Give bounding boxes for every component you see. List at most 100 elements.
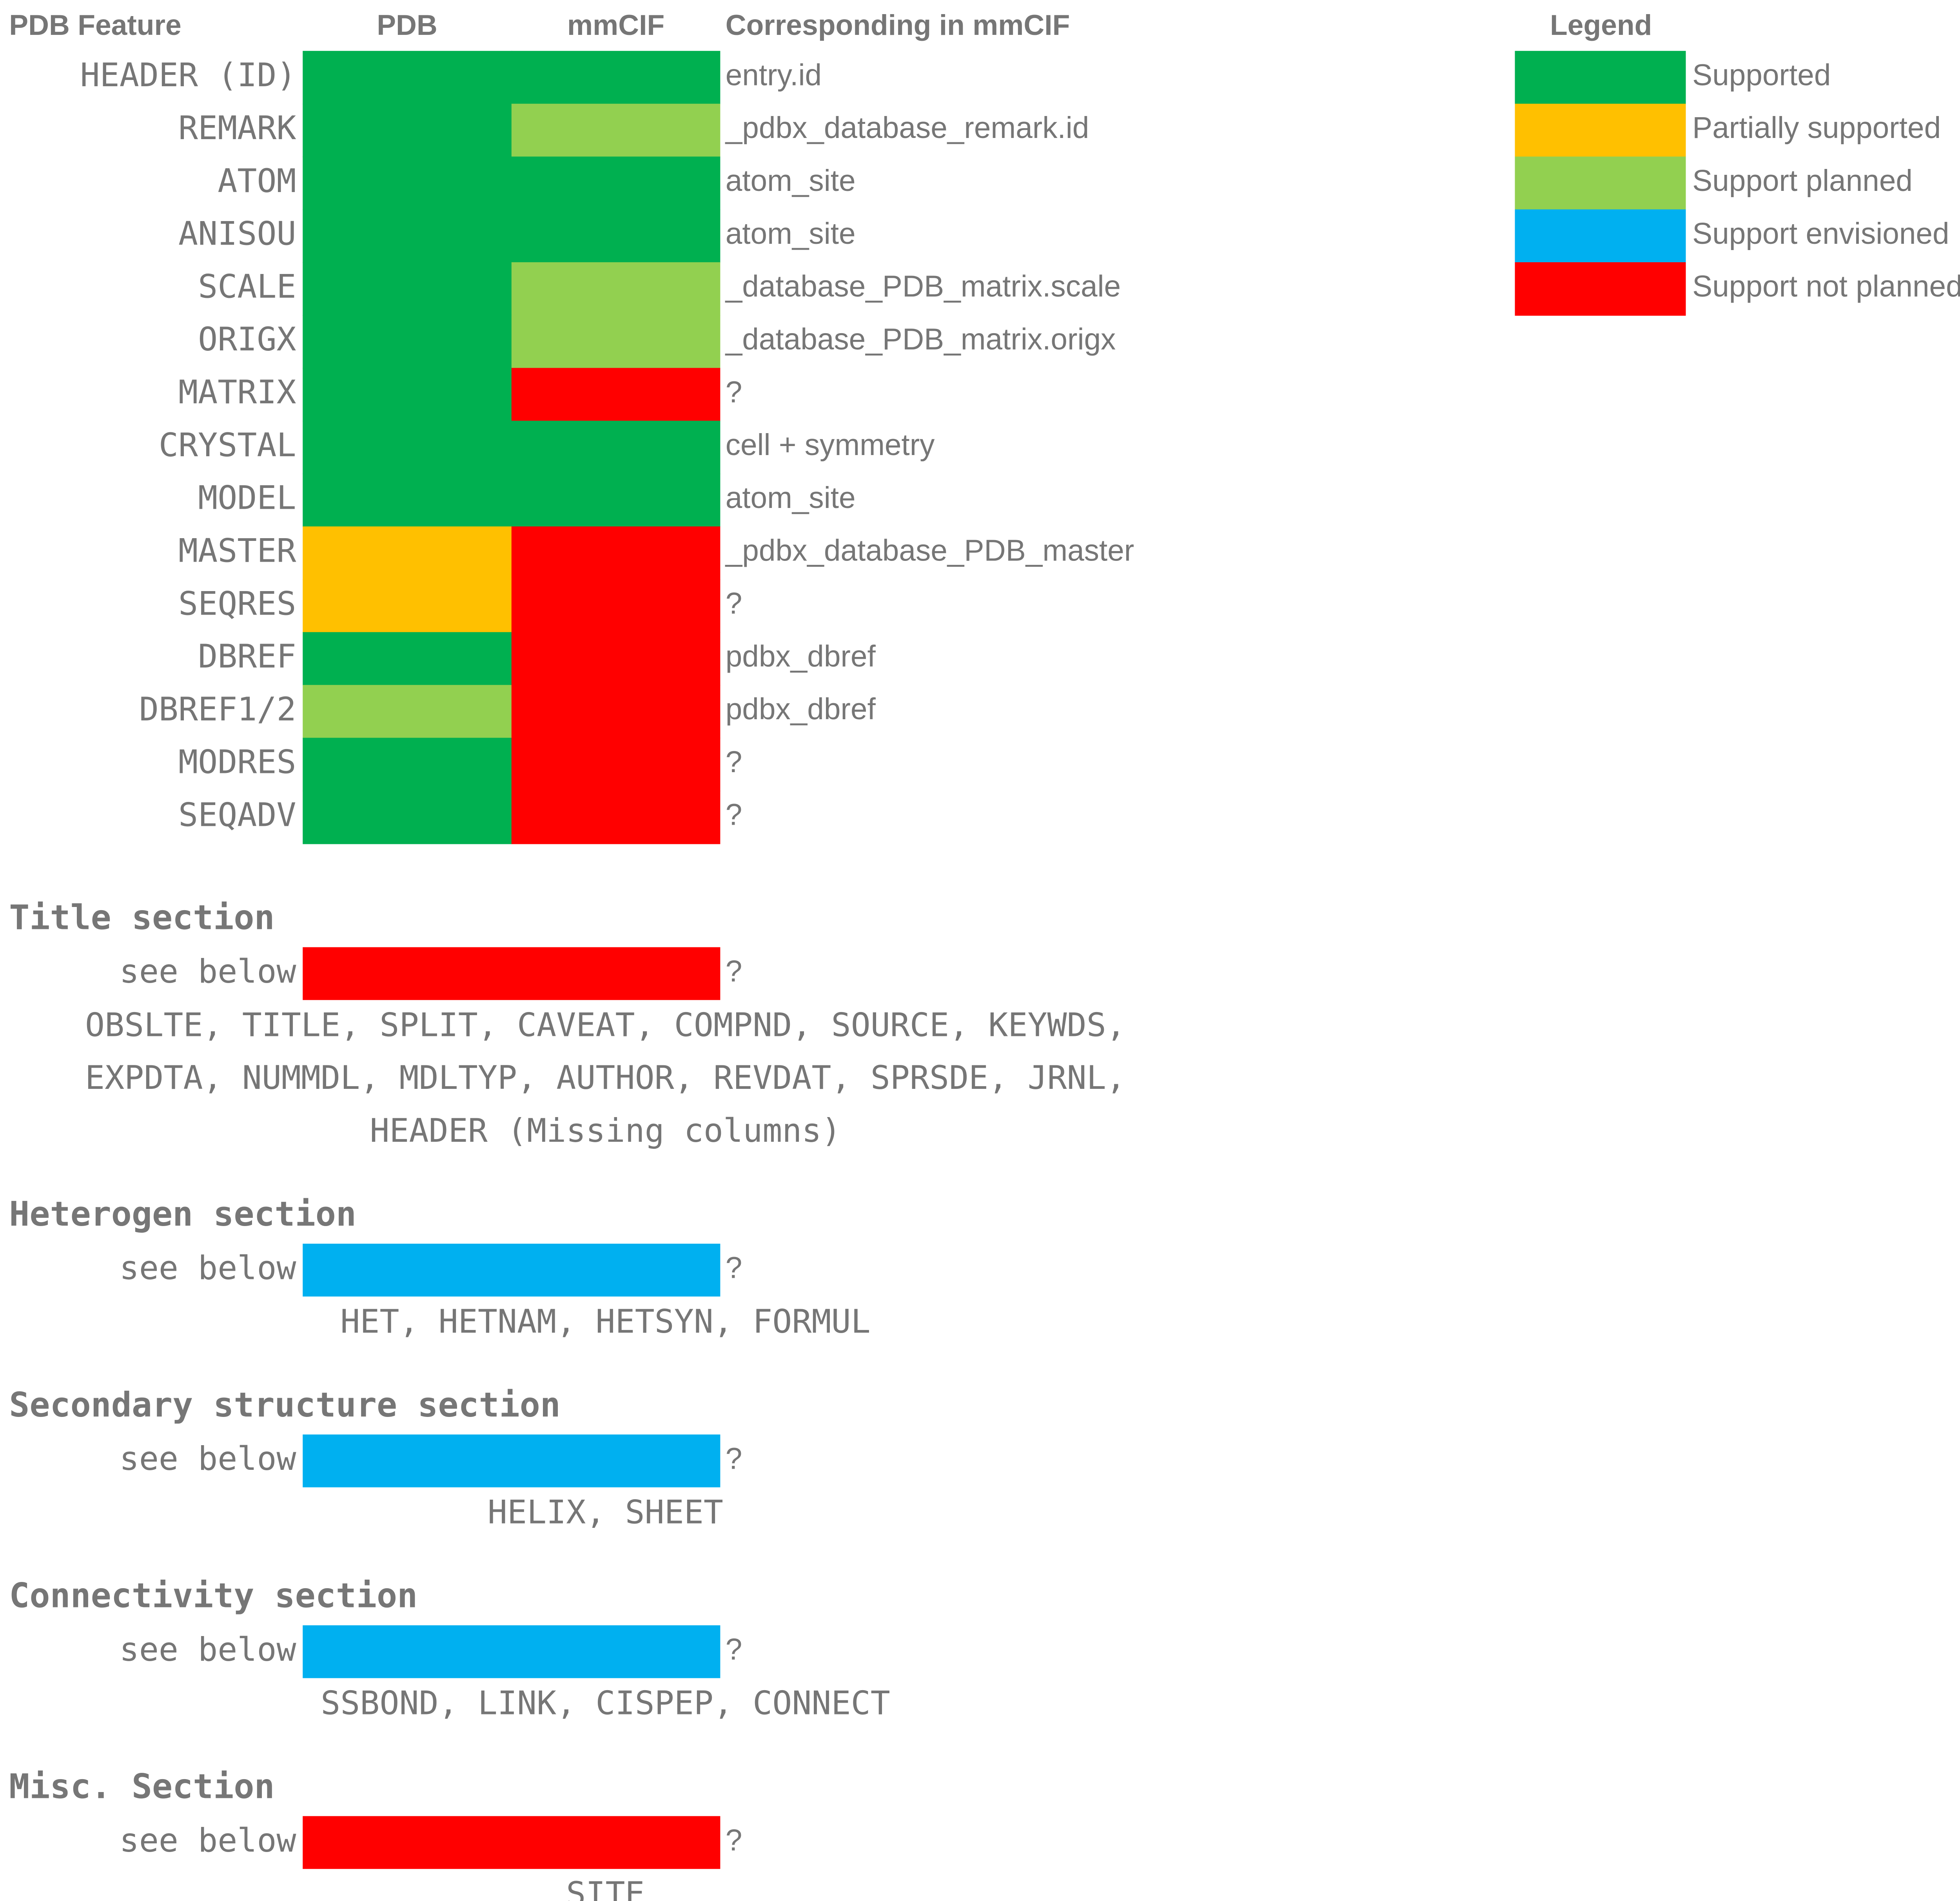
pdb-cell [303, 209, 512, 263]
corresponding-label: ? [726, 587, 742, 620]
mmcif-cell [511, 473, 720, 527]
pdb-cell [303, 685, 512, 738]
pdb-cell [303, 156, 512, 210]
corresponding-label: entry.id [726, 58, 822, 92]
mmcif-cell [511, 421, 720, 474]
feature-label: see below [120, 1821, 297, 1859]
corresponding-label: cell + symmetry [726, 428, 935, 462]
section-members: HELIX, SHEET [488, 1493, 723, 1531]
corresponding-label: ? [726, 955, 742, 988]
corresponding-label: atom_site [726, 217, 856, 250]
feature-label: ATOM [218, 162, 296, 200]
mmcif-cell [511, 368, 720, 422]
pdb-cell [303, 526, 512, 580]
pdb-cell [303, 103, 512, 158]
mmcif-cell [511, 51, 720, 105]
corresponding-label: _pdbx_database_PDB_master [725, 534, 1134, 568]
pdb-cell [303, 262, 512, 316]
section-bar [303, 1243, 720, 1297]
feature-label: REMARK [178, 109, 296, 147]
legend-swatch [1515, 51, 1686, 105]
corresponding-label: pdbx_dbref [726, 640, 876, 673]
section-members: SSBOND, LINK, CISPEP, CONNECT [321, 1684, 890, 1722]
mmcif-cell [511, 738, 720, 791]
corresponding-label: ? [726, 1442, 742, 1475]
corresponding-label: atom_site [726, 481, 856, 515]
legend-label: Supported [1692, 58, 1831, 92]
section-members: HET, HETNAM, HETSYN, FORMUL [340, 1302, 871, 1340]
corresponding-label: ? [726, 1633, 742, 1666]
feature-label: MATRIX [178, 373, 296, 411]
legend-swatch [1515, 103, 1686, 158]
feature-label: MODRES [178, 743, 296, 781]
pdb-cell [303, 738, 512, 791]
corresponding-label: ? [726, 1824, 742, 1857]
corresponding-label: ? [726, 746, 742, 779]
mmcif-cell [511, 209, 720, 263]
pdb-cell [303, 791, 512, 844]
feature-label: ANISOU [178, 215, 296, 253]
pdb-cell [303, 579, 512, 633]
mmcif-cell [511, 315, 720, 369]
section-members: HEADER (Missing columns) [370, 1112, 841, 1150]
corresponding-label: ? [726, 798, 742, 832]
pdb-cell [303, 632, 512, 686]
legend-swatch [1515, 209, 1686, 263]
legend-label: Partially supported [1692, 111, 1941, 145]
section-bar [303, 1816, 720, 1869]
legend-label: Support planned [1692, 164, 1913, 198]
section-title: Misc. Section [9, 1767, 274, 1806]
mmcif-cell [511, 526, 720, 580]
section-bar [303, 947, 720, 1000]
pdb-cell [303, 368, 512, 422]
legend-label: Support envisioned [1692, 217, 1949, 250]
mmcif-cell [511, 156, 720, 210]
pdb-cell [303, 421, 512, 474]
feature-label: see below [120, 952, 297, 990]
section-title: Heterogen section [9, 1195, 356, 1234]
pdb-cell [303, 315, 512, 369]
section-members: OBSLTE, TITLE, SPLIT, CAVEAT, COMPND, SO… [85, 1006, 1126, 1044]
section-members: SITE [566, 1875, 644, 1901]
feature-label: DBREF [198, 637, 296, 675]
header-mmcif: mmCIF [567, 9, 664, 41]
corresponding-label: pdbx_dbref [726, 693, 876, 726]
feature-label: ORIGX [198, 320, 296, 358]
section-bar [303, 1625, 720, 1678]
corresponding-label: ? [726, 1252, 742, 1285]
legend-title: Legend [1550, 9, 1652, 41]
feature-label: MODEL [198, 479, 296, 517]
mmcif-cell [511, 791, 720, 844]
section-members: EXPDTA, NUMMDL, MDLTYP, AUTHOR, REVDAT, … [85, 1059, 1126, 1097]
feature-label: see below [120, 1631, 297, 1669]
pdb-cell [303, 473, 512, 527]
header-pdb: PDB [377, 9, 437, 41]
corresponding-label: _database_PDB_matrix.origx [725, 323, 1116, 356]
corresponding-label: atom_site [726, 164, 856, 198]
feature-label: HEADER (ID) [80, 56, 296, 94]
mmcif-cell [511, 632, 720, 686]
feature-label: DBREF1/2 [139, 690, 296, 728]
section-title: Title section [9, 898, 274, 938]
corresponding-label: _pdbx_database_remark.id [725, 111, 1089, 145]
feature-label: SEQADV [178, 796, 296, 834]
feature-label: SCALE [198, 267, 296, 305]
feature-label: MASTER [178, 531, 296, 570]
pdb-cell [303, 51, 512, 105]
section-title: Connectivity section [9, 1576, 417, 1616]
feature-label: CRYSTAL [159, 426, 296, 464]
feature-label: see below [120, 1249, 297, 1287]
section-title: Secondary structure section [9, 1386, 561, 1425]
mmcif-cell [511, 685, 720, 738]
header-corresponding: Corresponding in mmCIF [726, 9, 1070, 41]
legend-label: Support not planned [1692, 270, 1960, 303]
section-bar [303, 1434, 720, 1487]
legend-swatch [1515, 156, 1686, 210]
corresponding-label: _database_PDB_matrix.scale [725, 270, 1121, 303]
mmcif-cell [511, 103, 720, 158]
legend-swatch [1515, 262, 1686, 316]
corresponding-label: ? [726, 375, 742, 409]
feature-label: see below [120, 1440, 297, 1478]
